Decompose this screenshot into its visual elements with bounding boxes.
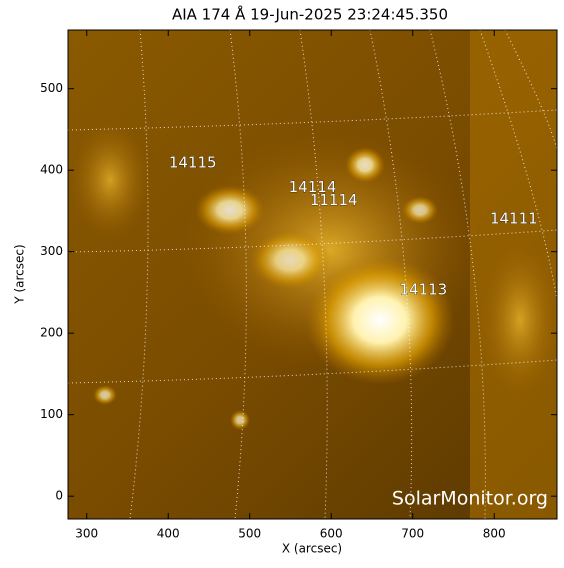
y-tick-label: 400 — [40, 163, 63, 177]
y-tick-label: 300 — [40, 244, 63, 258]
x-tick-label: 700 — [401, 527, 424, 541]
y-axis-label: Y (arcsec) — [13, 244, 27, 304]
chart-title: AIA 174 Å 19-Jun-2025 23:24:45.350 — [172, 5, 448, 24]
y-tick-label: 500 — [40, 81, 63, 95]
y-tick-label: 200 — [40, 326, 63, 340]
x-axis-label: X (arcsec) — [282, 542, 342, 556]
x-tick-label: 300 — [75, 527, 98, 541]
region-label: 14111 — [490, 210, 538, 228]
region-label: 14115 — [169, 153, 217, 171]
x-tick-label: 500 — [238, 527, 261, 541]
watermark: SolarMonitor.org — [392, 488, 548, 510]
x-tick-label: 600 — [320, 527, 343, 541]
y-tick-label: 100 — [40, 407, 63, 421]
solar-image — [68, 30, 557, 519]
region-label: 14113 — [399, 280, 447, 298]
y-tick-label: 0 — [55, 489, 63, 503]
plot-frame — [67, 29, 558, 520]
x-tick-label: 800 — [483, 527, 506, 541]
region-label: 14114 — [289, 178, 337, 196]
region-label: 11114 — [310, 191, 358, 209]
x-tick-label: 400 — [157, 527, 180, 541]
